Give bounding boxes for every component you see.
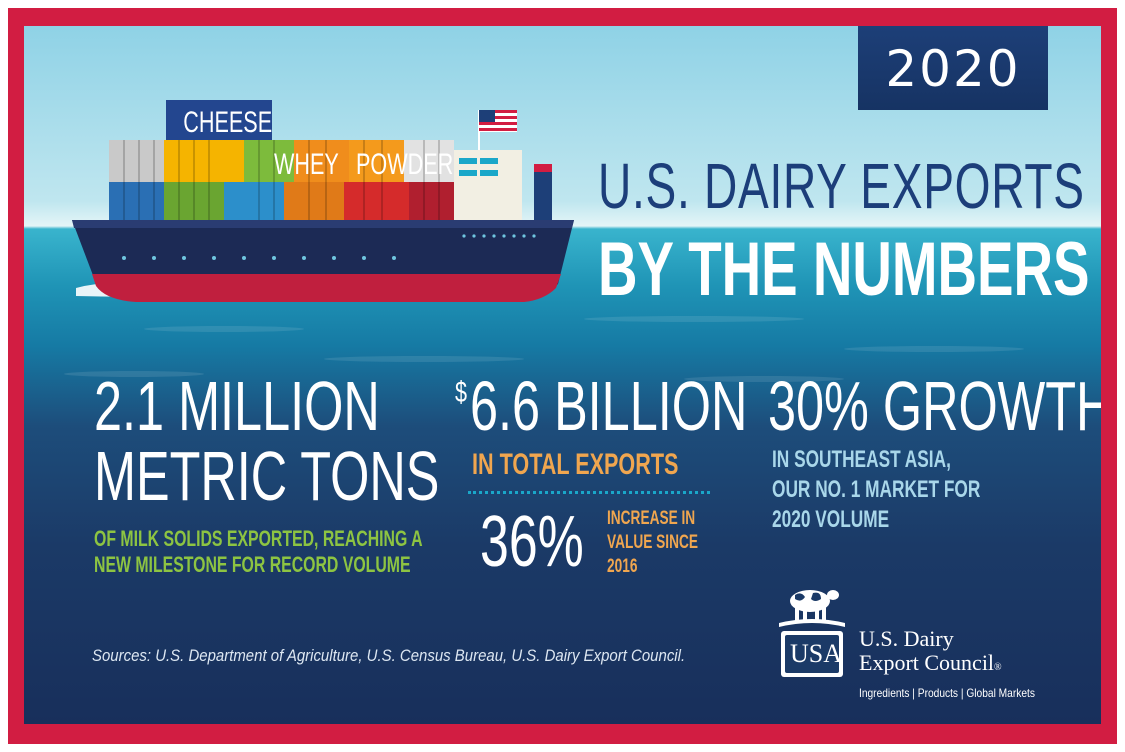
us-flag-icon (479, 110, 517, 132)
title-line-2: BY THE NUMBERS (598, 227, 1090, 312)
logo-name-line-2: Export Council® (859, 650, 1002, 675)
stat-growth-desc-2: OUR NO. 1 MARKET FOR (772, 476, 981, 503)
usdec-logo: USA U.S. Dairy Export Council® Ingredien… (777, 579, 1067, 700)
stat-volume-line1: 2.1 MILLION (94, 367, 380, 445)
infographic-panel: 2020 (24, 26, 1101, 724)
cow-icon (779, 590, 845, 677)
dotted-divider (468, 491, 710, 494)
stat-volume-line2: METRIC TONS (94, 437, 440, 515)
stat-value-amount: 6.6 BILLION (470, 367, 748, 445)
logo-tagline: Ingredients | Products | Global Markets (859, 686, 1035, 700)
red-frame: 2020 (8, 8, 1117, 744)
container-label-cheese: CHEESE (183, 106, 273, 139)
stat-volume-desc-1: OF MILK SOLIDS EXPORTED, REACHING A (94, 526, 423, 551)
year-badge: 2020 (858, 26, 1048, 110)
stat-value-pct-desc-3: 2016 (607, 556, 638, 577)
stat-value-pct: 36% (480, 502, 584, 582)
container-label-powder: POWDER (356, 148, 454, 181)
stat-value-pct-desc-2: VALUE SINCE (607, 532, 698, 553)
stat-value-pct-desc-1: INCREASE IN (607, 508, 696, 529)
stat-value-caption: IN TOTAL EXPORTS (472, 448, 679, 481)
stat-volume-desc-2: NEW MILESTONE FOR RECORD VOLUME (94, 552, 411, 577)
stat-growth-desc-1: IN SOUTHEAST ASIA, (772, 446, 951, 473)
stat-growth-headline: 30% GROWTH (768, 367, 1101, 445)
logo-usa-badge: USA (789, 639, 842, 668)
stat-growth-desc-3: 2020 VOLUME (772, 506, 890, 533)
year-label: 2020 (885, 40, 1021, 98)
container-label-whey: WHEY (274, 148, 339, 181)
cargo-ship-illustration (72, 100, 574, 302)
dollar-sign: $ (455, 376, 468, 409)
logo-name-line-1: U.S. Dairy (859, 626, 954, 651)
sources-note: Sources: U.S. Department of Agriculture,… (92, 646, 686, 665)
title-line-1: U.S. DAIRY EXPORTS (598, 150, 1085, 222)
